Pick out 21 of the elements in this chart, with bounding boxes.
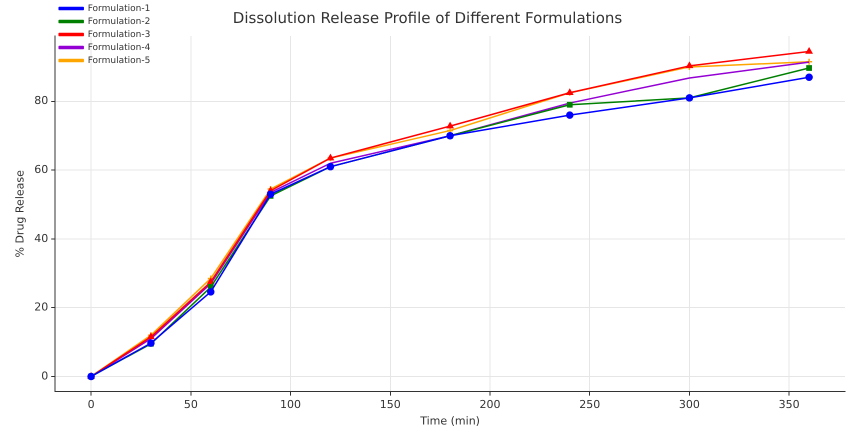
legend-label: Formulation-3: [88, 30, 150, 40]
x-tick-label: 50: [184, 398, 198, 412]
x-tick-label: 250: [579, 398, 600, 412]
x-tick-label: 300: [678, 398, 700, 412]
x-tick-label: 150: [380, 398, 401, 412]
x-axis-title: Time (min): [419, 414, 480, 428]
y-tick-label: 60: [34, 162, 48, 176]
y-tick-label: 0: [41, 369, 48, 382]
legend-label: Formulation-4: [88, 42, 151, 53]
legend-label: Formulation-1: [88, 4, 150, 14]
legend-label: Formulation-2: [88, 16, 150, 27]
y-tick-label: 80: [34, 94, 48, 108]
y-tick-label: 40: [34, 232, 48, 245]
chart-title: Dissolution Release Profile of Different Formulations: [232, 8, 622, 27]
x-tick-label: 0: [88, 398, 95, 412]
y-axis-title: % Drug Release: [13, 170, 26, 258]
y-tick-label: 20: [34, 300, 48, 314]
legend-label: Formulation-5: [88, 56, 150, 66]
x-tick-label: 350: [778, 398, 800, 412]
x-tick-label: 100: [280, 398, 302, 412]
x-tick-label: 200: [479, 398, 500, 412]
